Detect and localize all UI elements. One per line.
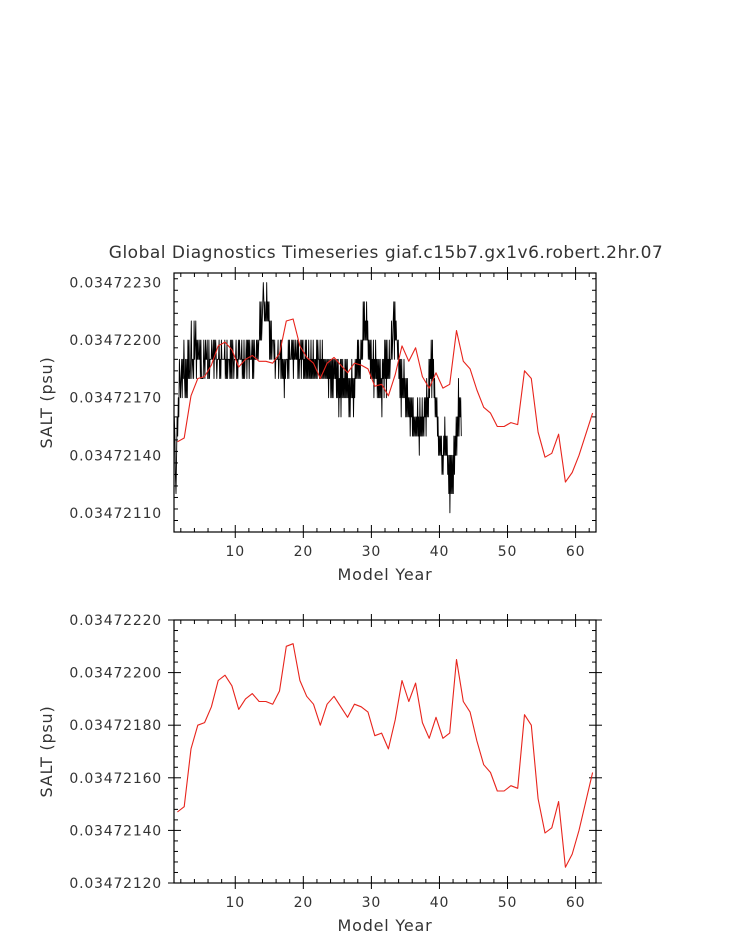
x-axis-label: Model Year — [338, 916, 433, 935]
chart-title: Global Diagnostics Timeseries giaf.c15b7… — [109, 243, 663, 263]
x-tick-label: 60 — [566, 544, 585, 560]
y-tick-label: 0.03472180 — [69, 718, 162, 734]
series-line-0 — [177, 643, 594, 868]
x-tick-label: 40 — [430, 895, 449, 911]
y-axis-label: SALT (psu) — [37, 705, 56, 797]
x-tick-label: 30 — [362, 895, 381, 911]
x-axis-label: Model Year — [338, 565, 433, 584]
plot-frame — [173, 619, 597, 884]
plot-frame — [173, 272, 597, 533]
series-line-0 — [173, 282, 462, 514]
y-tick-label: 0.03472110 — [69, 506, 162, 522]
y-axis-label: SALT (psu) — [37, 356, 56, 448]
y-tick-label: 0.03472140 — [69, 823, 162, 839]
bottom-plot: 10 20 30 40 50 60 0.03472120 0.03472140 0.034721… — [37, 613, 602, 935]
series-line-1 — [177, 318, 594, 483]
y-tick-label: 0.03472160 — [69, 771, 162, 787]
y-tick-label: 0.03472120 — [69, 876, 162, 892]
y-tick-label: 0.03472200 — [69, 666, 162, 682]
x-tick-label: 50 — [498, 895, 517, 911]
y-tick-label: 0.03472230 — [69, 276, 162, 292]
x-tick-label: 50 — [498, 544, 517, 560]
y-tick-label: 0.03472170 — [69, 391, 162, 407]
x-tick-label: 20 — [294, 895, 313, 911]
y-tick-label: 0.03472200 — [69, 333, 162, 349]
x-tick-label: 10 — [226, 544, 245, 560]
top-plot: 10 20 30 40 50 60 0.03472110 0.03472140 0.034721… — [37, 267, 597, 584]
x-tick-label: 20 — [294, 544, 313, 560]
y-tick-label: 0.03472140 — [69, 448, 162, 464]
y-tick-label: 0.03472220 — [69, 613, 162, 629]
x-tick-label: 10 — [226, 895, 245, 911]
x-tick-label: 60 — [566, 895, 585, 911]
x-tick-label: 30 — [362, 544, 381, 560]
x-tick-label: 40 — [430, 544, 449, 560]
